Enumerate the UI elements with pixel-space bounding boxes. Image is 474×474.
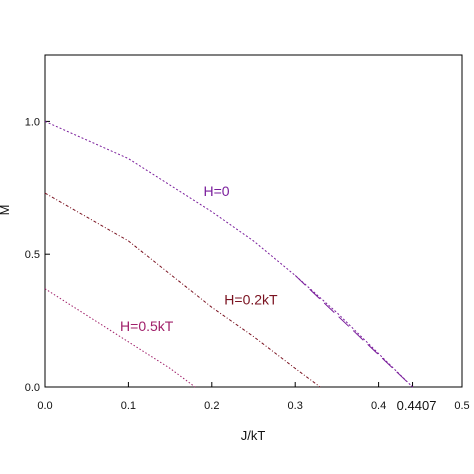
x-axis-label: J/kT (241, 428, 266, 443)
series-layer (44, 120, 413, 388)
plot-frame (44, 54, 463, 388)
x-tick-label: 0.2 (204, 400, 219, 412)
x-tick-label: 0.0 (37, 400, 52, 412)
tick-layer: 0.0 0.1 0.2 0.3 0.4 0.5 0.4407 0.0 0.5 1.0 (25, 116, 470, 413)
y-tick-label: 1.0 (25, 116, 40, 128)
series-label-3: H=0.5kT (120, 318, 174, 334)
x-tick-label: 0.4 (371, 400, 386, 412)
y-tick-label: 0.0 (25, 382, 40, 394)
series-label-1: H=0 (203, 183, 229, 199)
x-tick-label: 0.5 (454, 400, 469, 412)
y-tick-label: 0.5 (25, 249, 40, 261)
y-axis-label: M (0, 205, 12, 216)
x-tick-label: 0.1 (121, 400, 136, 412)
critical-tick-label: 0.4407 (397, 398, 437, 413)
series-label-2: H=0.2kT (224, 292, 278, 308)
series-line-3 (44, 288, 196, 388)
series-line-1 (44, 120, 413, 388)
series-label-layer: H=0 H=0.2kT H=0.5kT (120, 183, 278, 334)
series-line-1-tail (294, 275, 413, 388)
series-line-2 (44, 192, 321, 388)
x-tick-label: 0.3 (288, 400, 303, 412)
